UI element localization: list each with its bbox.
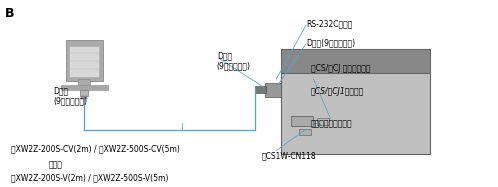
Text: RS-232Cポート: RS-232Cポート [306,20,352,29]
Bar [69,46,100,77]
Text: 形CS/形CJ ペリフェラル: 形CS/形CJ ペリフェラル [311,64,371,73]
Text: 形XW2Z-200S-CV(2m) / 形XW2Z-500S-CV(5m): 形XW2Z-200S-CV(2m) / 形XW2Z-500S-CV(5m) [11,144,180,153]
Bar [255,86,266,93]
Text: または: または [48,161,62,170]
Text: 形CS/形CJ1シリーズ: 形CS/形CJ1シリーズ [311,87,364,96]
Text: Dサブ(9ピン・メス): Dサブ(9ピン・メス) [306,38,355,47]
Bar [80,90,88,96]
Bar [291,116,313,126]
Text: 形CS1W-CN118: 形CS1W-CN118 [261,151,316,160]
Text: 形XW2Z-200S-V(2m) / 形XW2Z-500S-V(5m): 形XW2Z-200S-V(2m) / 形XW2Z-500S-V(5m) [11,174,169,183]
Bar [281,49,430,73]
Bar [281,73,430,154]
Bar [81,96,87,99]
Bar [298,129,311,135]
Bar [66,40,103,81]
Bar [265,83,281,96]
Bar [317,118,329,125]
Text: ペリフェラルポート: ペリフェラルポート [311,119,353,128]
Text: B: B [5,7,15,20]
Bar [61,85,108,90]
Bar [78,79,90,86]
Text: Dサブ
(9ピン・メス): Dサブ (9ピン・メス) [53,86,87,105]
Text: Dサブ
(9ピン・オス): Dサブ (9ピン・オス) [217,51,251,70]
